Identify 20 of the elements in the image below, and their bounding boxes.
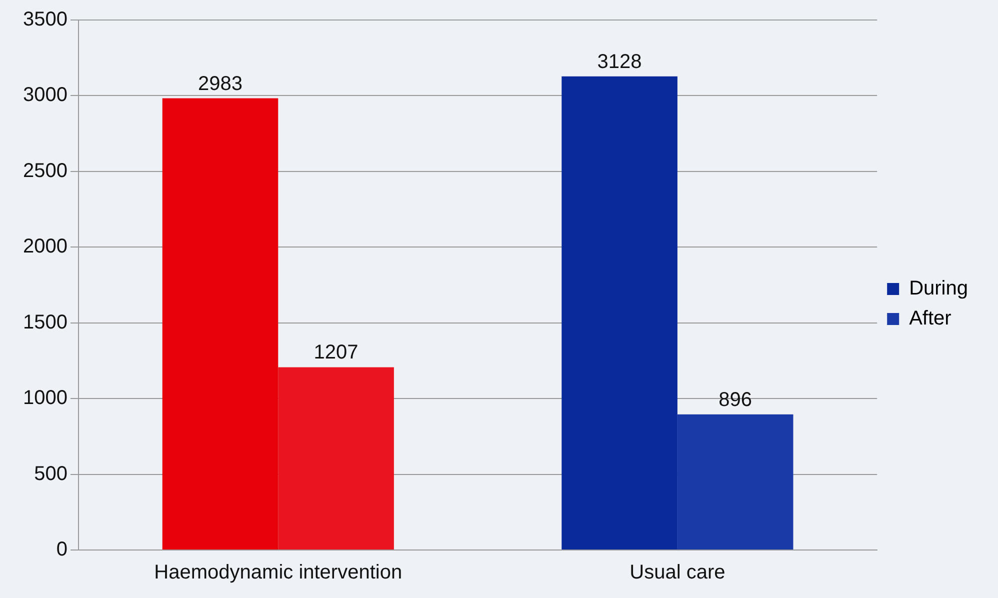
y-tick-label: 0 bbox=[56, 538, 68, 561]
bar bbox=[162, 98, 278, 550]
data-label: 896 bbox=[718, 388, 752, 411]
y-tick-label: 1000 bbox=[22, 387, 68, 410]
legend-label: During bbox=[909, 278, 968, 300]
data-label: 3128 bbox=[597, 50, 642, 73]
bar bbox=[677, 414, 794, 550]
y-tick-label: 1500 bbox=[22, 311, 68, 334]
legend-label: After bbox=[909, 308, 952, 330]
x-tick-label: Haemodynamic intervention bbox=[154, 562, 402, 584]
bar bbox=[278, 367, 394, 550]
y-tick-label: 500 bbox=[34, 462, 68, 485]
bar bbox=[562, 76, 678, 550]
data-label: 1207 bbox=[314, 342, 358, 364]
data-label: 2983 bbox=[198, 72, 242, 95]
x-tick-label: Usual care bbox=[630, 562, 726, 584]
y-tick-label: 3500 bbox=[22, 8, 68, 31]
y-tick-label: 2000 bbox=[22, 236, 68, 258]
y-tick-label: 2500 bbox=[22, 160, 68, 182]
y-tick-label: 3000 bbox=[22, 84, 68, 106]
